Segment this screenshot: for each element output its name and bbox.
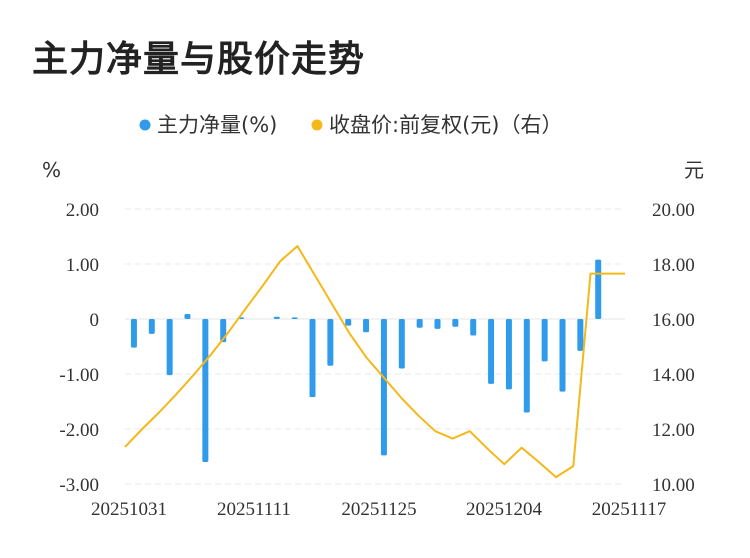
legend-marker-line xyxy=(311,119,323,131)
bar xyxy=(184,314,191,319)
bar xyxy=(470,319,477,336)
bar xyxy=(523,319,530,413)
bar xyxy=(309,319,316,398)
bar xyxy=(452,319,459,327)
bar xyxy=(434,319,441,329)
right-tick-label: 20.00 xyxy=(652,200,695,221)
x-tick-label: 20251204 xyxy=(466,499,543,520)
legend-marker-bar xyxy=(139,119,151,131)
bar xyxy=(398,319,405,369)
left-tick-label: -1.00 xyxy=(59,365,99,386)
bar xyxy=(166,319,173,376)
x-tick-label: 20251125 xyxy=(341,499,416,520)
right-axis-unit: 元 xyxy=(684,158,704,182)
legend: 主力净量(%) 收盘价:前复权(元)（右） xyxy=(139,113,562,137)
right-tick-label: 10.00 xyxy=(652,475,695,496)
bar xyxy=(291,317,298,319)
x-axis-ticks: 20251031 20251111 20251125 20251204 20251117 xyxy=(91,499,666,520)
bar xyxy=(148,319,155,334)
left-tick-label: -3.00 xyxy=(59,475,99,496)
left-axis-ticks: 2.00 1.00 0 -1.00 -2.00 -3.00 xyxy=(59,200,99,496)
right-tick-label: 14.00 xyxy=(652,365,695,386)
left-tick-label: -2.00 xyxy=(59,420,99,441)
bar xyxy=(505,319,512,390)
x-tick-label: 20251111 xyxy=(217,499,291,520)
left-tick-label: 2.00 xyxy=(66,200,99,221)
legend-label-bar: 主力净量(%) xyxy=(157,113,277,137)
bar xyxy=(380,319,387,456)
x-tick-label: 20251031 xyxy=(91,499,167,520)
right-tick-label: 18.00 xyxy=(652,255,695,276)
bar xyxy=(363,319,370,333)
right-tick-label: 12.00 xyxy=(652,420,695,441)
x-tick-label: 20251117 xyxy=(592,499,667,520)
bar xyxy=(345,319,352,326)
bar xyxy=(559,319,566,392)
bar xyxy=(130,319,137,348)
legend-label-line: 收盘价:前复权(元)（右） xyxy=(329,113,562,137)
bar xyxy=(577,319,584,351)
chart-title: 主力净量与股价走势 xyxy=(32,39,366,80)
grid-lines xyxy=(125,208,625,485)
bar xyxy=(273,316,280,319)
bar xyxy=(595,259,602,319)
price-line xyxy=(124,245,625,479)
left-axis-unit: % xyxy=(42,158,61,182)
line-series xyxy=(124,245,625,479)
left-tick-label: 1.00 xyxy=(66,255,99,276)
bar xyxy=(327,319,334,366)
right-axis-ticks: 20.00 18.00 16.00 14.00 12.00 10.00 xyxy=(652,200,695,496)
bar xyxy=(541,319,548,362)
bar-series xyxy=(130,259,602,462)
right-tick-label: 16.00 xyxy=(652,310,695,331)
bar xyxy=(416,319,423,328)
bar xyxy=(488,319,495,384)
left-tick-label: 0 xyxy=(90,310,100,331)
bar xyxy=(202,319,209,462)
